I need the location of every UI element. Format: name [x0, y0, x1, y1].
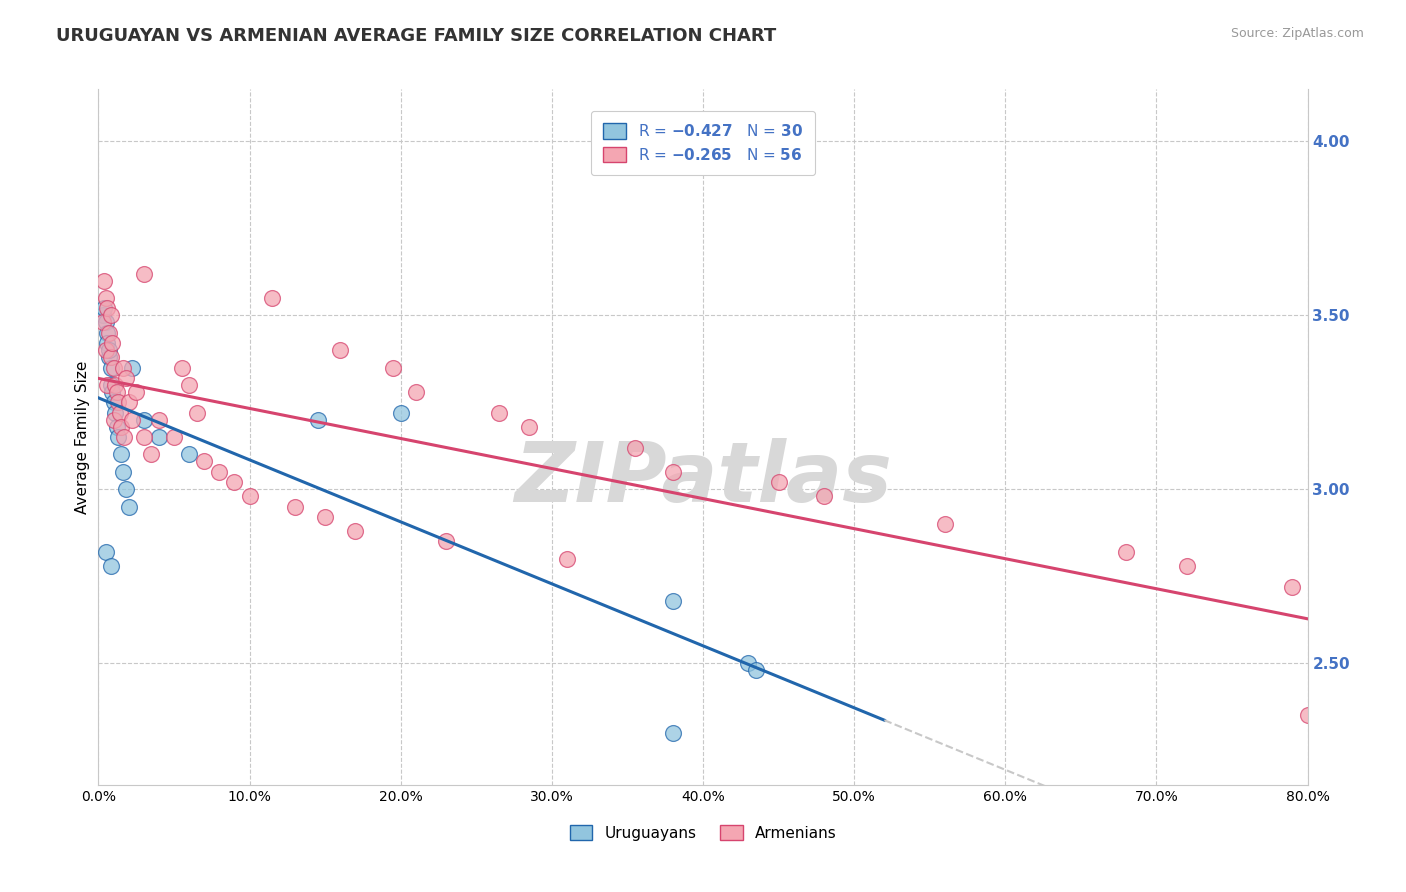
Point: [768, 475, 790, 490]
Point: [103, 412, 125, 426]
Point: [110, 419, 132, 434]
Point: [98, 350, 121, 364]
Point: [737, 656, 759, 670]
Point: [179, 447, 201, 461]
Point: [262, 291, 284, 305]
Point: [101, 336, 124, 351]
Point: [132, 412, 155, 426]
Point: [107, 395, 129, 409]
Point: [170, 360, 193, 375]
Point: [108, 406, 131, 420]
Point: [94, 343, 117, 358]
Point: [624, 441, 647, 455]
Point: [517, 419, 540, 434]
Point: [488, 406, 510, 420]
Point: [111, 360, 134, 375]
Point: [148, 430, 170, 444]
Point: [224, 475, 246, 490]
Point: [813, 489, 835, 503]
Point: [96, 301, 118, 316]
Point: [105, 384, 128, 399]
Point: [91, 315, 114, 329]
Point: [94, 315, 117, 329]
Text: Source: ZipAtlas.com: Source: ZipAtlas.com: [1230, 27, 1364, 40]
Point: [104, 378, 127, 392]
Point: [93, 273, 115, 287]
Point: [389, 406, 412, 420]
Point: [100, 350, 122, 364]
Point: [96, 378, 118, 392]
Point: [555, 551, 578, 566]
Point: [98, 343, 121, 358]
Point: [118, 395, 141, 409]
Point: [118, 500, 141, 514]
Point: [1175, 558, 1198, 573]
Point: [934, 516, 956, 531]
Text: ZIPatlas: ZIPatlas: [515, 438, 891, 519]
Point: [382, 360, 405, 375]
Point: [661, 465, 683, 479]
Point: [141, 447, 163, 461]
Point: [94, 545, 117, 559]
Point: [93, 301, 115, 316]
Point: [96, 326, 118, 340]
Text: URUGUAYAN VS ARMENIAN AVERAGE FAMILY SIZE CORRELATION CHART: URUGUAYAN VS ARMENIAN AVERAGE FAMILY SIZ…: [56, 27, 776, 45]
Point: [121, 360, 143, 375]
Point: [1281, 580, 1303, 594]
Point: [100, 360, 122, 375]
Point: [208, 465, 231, 479]
Point: [105, 419, 128, 434]
Point: [186, 406, 208, 420]
Point: [193, 454, 215, 468]
Point: [121, 412, 143, 426]
Point: [284, 500, 307, 514]
Point: [745, 663, 768, 677]
Point: [98, 326, 121, 340]
Point: [132, 267, 155, 281]
Point: [100, 378, 122, 392]
Point: [104, 406, 127, 420]
Point: [307, 412, 329, 426]
Point: [125, 384, 148, 399]
Point: [661, 593, 683, 607]
Point: [1296, 708, 1319, 723]
Point: [112, 430, 135, 444]
Point: [100, 558, 122, 573]
Legend: Uruguayans, Armenians: Uruguayans, Armenians: [564, 819, 842, 847]
Point: [661, 726, 683, 740]
Point: [101, 384, 124, 399]
Point: [103, 395, 125, 409]
Point: [179, 378, 201, 392]
Point: [110, 447, 132, 461]
Point: [94, 291, 117, 305]
Point: [1115, 545, 1137, 559]
Point: [314, 510, 336, 524]
Point: [148, 412, 170, 426]
Point: [329, 343, 352, 358]
Point: [91, 309, 114, 323]
Point: [107, 430, 129, 444]
Point: [132, 430, 155, 444]
Point: [111, 465, 134, 479]
Point: [163, 430, 186, 444]
Point: [103, 360, 125, 375]
Point: [96, 336, 118, 351]
Point: [434, 534, 457, 549]
Point: [100, 309, 122, 323]
Point: [114, 483, 136, 497]
Point: [114, 371, 136, 385]
Point: [239, 489, 262, 503]
Point: [405, 384, 427, 399]
Y-axis label: Average Family Size: Average Family Size: [75, 360, 90, 514]
Point: [344, 524, 367, 538]
